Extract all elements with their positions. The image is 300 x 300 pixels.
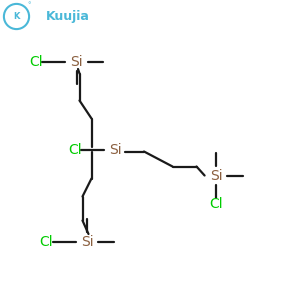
- Text: Si: Si: [109, 143, 122, 157]
- Text: Cl: Cl: [68, 143, 82, 157]
- Text: Si: Si: [70, 55, 83, 68]
- Text: Cl: Cl: [40, 235, 53, 248]
- Text: Kuujia: Kuujia: [46, 10, 89, 23]
- Text: Si: Si: [210, 169, 222, 182]
- Text: °: °: [28, 2, 31, 8]
- Text: Si: Si: [81, 235, 93, 248]
- Text: Cl: Cl: [29, 55, 43, 68]
- Text: K: K: [13, 12, 20, 21]
- Text: Cl: Cl: [209, 197, 223, 211]
